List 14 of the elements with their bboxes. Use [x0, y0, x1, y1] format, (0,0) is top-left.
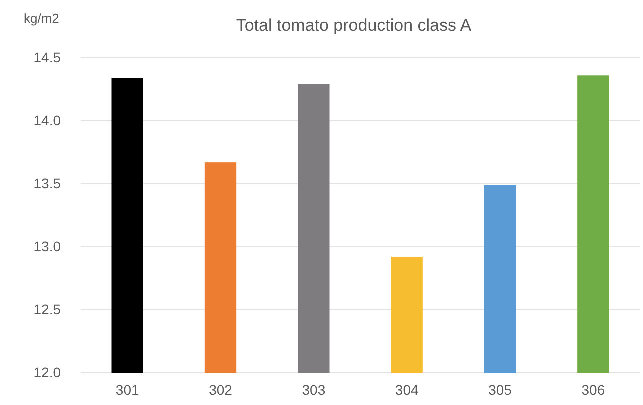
y-tick-label: 12.5: [34, 301, 62, 318]
y-tick-label: 14.0: [34, 112, 62, 128]
y-tick-label: 12.0: [34, 364, 62, 380]
chart-title: Total tomato production class A: [236, 16, 472, 35]
x-tick-label: 302: [209, 382, 233, 398]
y-tick-label: 13.5: [34, 175, 62, 192]
y-tick-label: 14.5: [34, 49, 62, 66]
y-axis-title: kg/m2: [24, 11, 60, 26]
x-tick-label: 305: [488, 382, 512, 398]
x-tick-label: 306: [582, 382, 606, 398]
y-tick-label: 13.0: [34, 238, 62, 254]
x-tick-label: 303: [302, 382, 326, 398]
x-tick-label: 304: [395, 382, 419, 398]
x-tick-label: 301: [116, 382, 140, 398]
